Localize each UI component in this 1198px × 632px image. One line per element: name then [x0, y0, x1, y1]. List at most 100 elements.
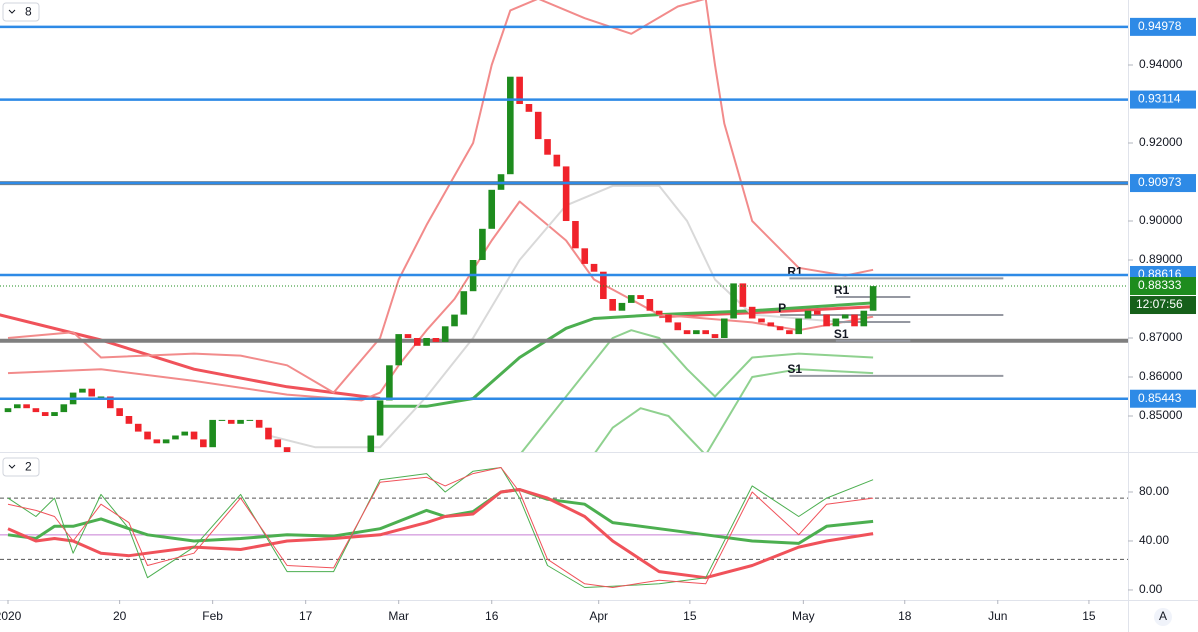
candle: [395, 334, 402, 366]
candle: [227, 419, 235, 424]
oscillator-pane: [0, 467, 1128, 588]
x-tick-label: Apr: [589, 609, 608, 623]
candle: [814, 310, 821, 315]
x-tick-label: Mar: [388, 609, 409, 623]
candle: [423, 338, 430, 346]
chevron-icon: [8, 9, 16, 14]
pivot-label: P: [778, 301, 786, 315]
oscillator-line: [7, 467, 874, 588]
candle: [479, 228, 486, 261]
candle: [386, 365, 393, 401]
candle: [283, 447, 291, 452]
candle: [144, 431, 151, 440]
candle: [218, 419, 226, 421]
candle: [683, 330, 691, 335]
price-level-label: 0.94978: [1138, 19, 1182, 33]
y-tick-label: 0.86000: [1139, 369, 1183, 383]
candle: [32, 408, 40, 413]
candle: [627, 295, 635, 303]
x-tick-label: 17: [299, 609, 313, 623]
pane-label: 2: [25, 460, 32, 474]
y-tick-label: 0.94000: [1139, 57, 1183, 71]
price-level-label: 0.90973: [1138, 175, 1182, 189]
candle: [534, 111, 542, 140]
candle: [172, 435, 179, 440]
candle: [720, 318, 728, 339]
candle: [711, 334, 719, 339]
pivot-label: S1: [787, 362, 802, 376]
x-tick-label: 16: [485, 609, 499, 623]
candle: [804, 310, 812, 319]
pivot-label: R1: [834, 283, 850, 297]
chevron-icon: [8, 464, 16, 469]
x-tick-label: 15: [683, 609, 697, 623]
candle: [581, 248, 589, 264]
x-tick-label: May: [792, 609, 815, 623]
y-tick-label: 0.92000: [1139, 135, 1183, 149]
candle: [376, 400, 384, 436]
last-price-box: [1130, 277, 1196, 296]
candle: [107, 396, 114, 409]
candle: [795, 318, 802, 335]
pane-toggle[interactable]: [2, 2, 40, 22]
pane-toggle[interactable]: [2, 457, 40, 477]
candle: [404, 334, 412, 339]
candle: [134, 423, 142, 432]
candle: [51, 412, 58, 417]
candle: [79, 388, 86, 393]
candle: [367, 435, 375, 452]
candle: [23, 404, 30, 409]
candle: [544, 139, 551, 155]
candle: [786, 330, 793, 335]
x-tick-label: 15: [1082, 609, 1096, 623]
candle: [525, 104, 533, 112]
candle: [451, 314, 458, 327]
candle: [255, 419, 263, 428]
candle: [562, 166, 570, 222]
candle: [41, 412, 49, 417]
candle: [739, 283, 747, 307]
candle: [600, 271, 607, 300]
oscillator-line: [7, 467, 874, 588]
price-level-box: [1130, 17, 1196, 36]
indicator-line: [7, 200, 874, 402]
candle: [209, 419, 216, 448]
candle: [507, 76, 514, 175]
candle: [190, 431, 198, 440]
candle: [823, 314, 830, 327]
auto-scale-button[interactable]: [1154, 608, 1172, 626]
candle: [590, 263, 598, 272]
pivot-label: S1: [834, 327, 849, 341]
y-tick-label: 80.00: [1139, 484, 1169, 498]
price-level-box: [1130, 90, 1196, 109]
candle: [488, 189, 496, 229]
candle: [609, 299, 616, 311]
candle: [14, 404, 21, 409]
candle: [655, 310, 663, 315]
price-pane: R1 R1 P S1 S1: [0, 0, 1128, 452]
candle: [730, 283, 737, 319]
countdown-box: [1130, 296, 1196, 315]
candle: [60, 404, 68, 413]
candle: [246, 419, 254, 421]
pivot-label: R1: [787, 265, 803, 279]
candle: [125, 416, 133, 424]
price-level-label: 0.85443: [1138, 391, 1182, 405]
candle: [516, 76, 523, 105]
candle: [237, 419, 244, 424]
y-tick-label: 40.00: [1139, 533, 1169, 547]
countdown-label: 12:07:56: [1136, 297, 1183, 311]
candle: [665, 314, 672, 323]
indicator-line: [594, 368, 874, 452]
y-tick-label: 0.85000: [1139, 408, 1183, 422]
pane-label: 8: [25, 5, 32, 19]
x-tick-label: Jun: [988, 609, 1007, 623]
candle: [869, 286, 877, 311]
oscillator-line: [7, 488, 874, 545]
price-level-box: [1130, 389, 1196, 408]
candle: [153, 439, 161, 444]
